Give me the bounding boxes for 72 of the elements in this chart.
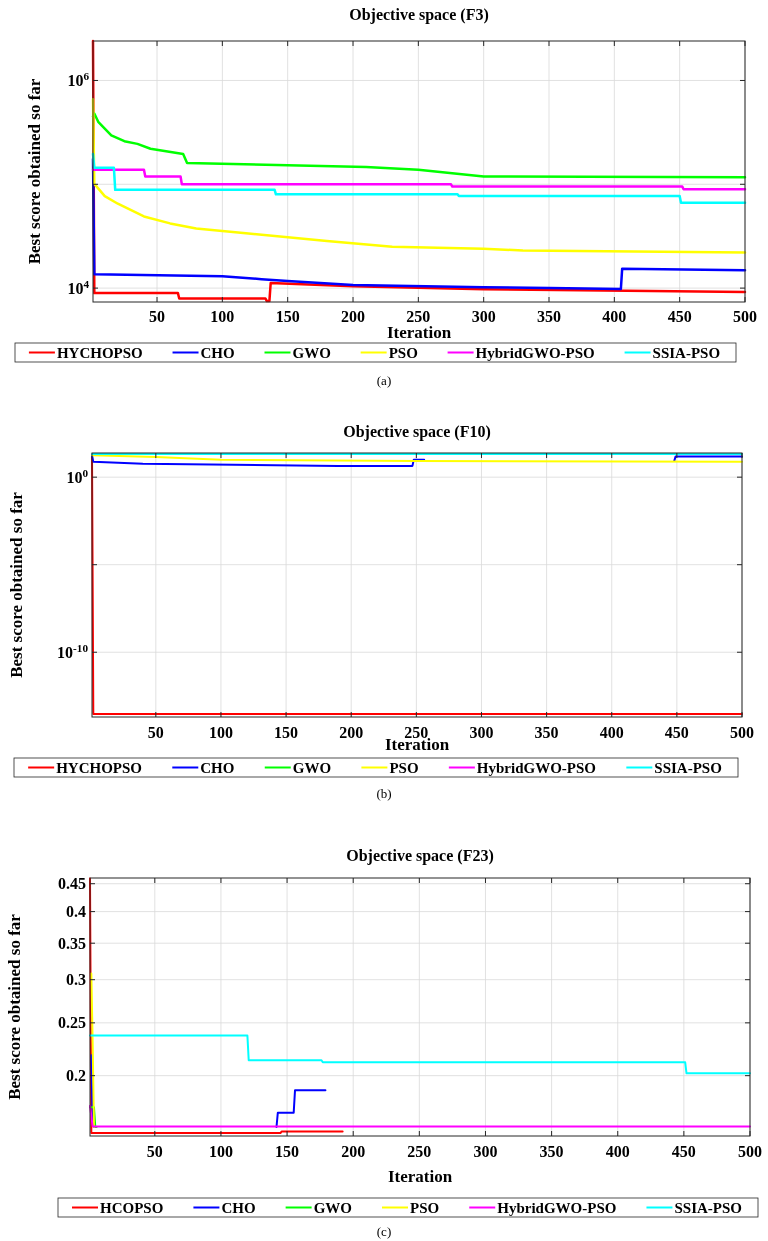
y-tick-label: 0.25 xyxy=(58,1014,86,1032)
legend-label: CHO xyxy=(200,344,235,361)
legend-label: HYCHOPSO xyxy=(56,344,143,361)
y-tick-label: 0.45 xyxy=(58,875,86,893)
x-tick-label: 200 xyxy=(341,1143,366,1160)
x-tick-label: 300 xyxy=(473,1143,498,1160)
x-axis-title: Iteration xyxy=(386,323,452,342)
text: (c) xyxy=(376,1224,392,1239)
x-tick-label: 200 xyxy=(339,724,364,741)
x-tick-label: 300 xyxy=(469,724,494,741)
line-series xyxy=(91,454,743,463)
x-tick-label: 400 xyxy=(605,1143,630,1160)
x-tick-label: 50 xyxy=(149,308,166,325)
y-axis-title: Best score obtained so far xyxy=(25,78,44,265)
x-tick-label: 450 xyxy=(664,724,689,741)
x-tick-label: 200 xyxy=(341,308,366,325)
chart-title: Objective space (F10) xyxy=(343,423,491,441)
legend-label: HYCHOPSO xyxy=(56,759,142,776)
x-tick-label: 100 xyxy=(208,1143,233,1160)
x-tick-label: 450 xyxy=(671,1143,696,1160)
x-tick-label: 150 xyxy=(274,724,299,741)
x-tick-label: 500 xyxy=(738,1143,762,1160)
y-tick-label: 10$^{0}$ xyxy=(66,466,89,486)
y-tick-label: 0.4 xyxy=(66,903,86,921)
legend-label: HybridGWO-PSO xyxy=(475,344,595,361)
y-tick-label: 10$^{-10}$ xyxy=(57,641,89,661)
x-tick-label: 50 xyxy=(147,724,164,741)
x-tick-label: 100 xyxy=(208,724,233,741)
y-tick-label: 0.3 xyxy=(66,971,86,989)
legend-label: HCOPSO xyxy=(100,1199,164,1216)
x-tick-label: 150 xyxy=(275,1143,300,1160)
legend-label: SSIA-PSO xyxy=(674,1199,742,1216)
x-tick-label: 50 xyxy=(146,1143,163,1160)
legend-label: PSO xyxy=(388,344,418,361)
x-tick-label: 250 xyxy=(406,308,431,325)
chart-title: Objective space (F3) xyxy=(349,6,489,24)
legend-label: CHO xyxy=(221,1199,256,1216)
legend-label: PSO xyxy=(389,759,419,776)
legend-label: GWO xyxy=(292,759,332,776)
legend-label: CHO xyxy=(200,759,235,776)
legend-label: SSIA-PSO xyxy=(652,344,721,361)
legend-label: SSIA-PSO xyxy=(654,759,722,776)
legend-label: HybridGWO-PSO xyxy=(497,1199,617,1216)
legend-label: GWO xyxy=(313,1199,352,1216)
x-tick-label: 250 xyxy=(407,1143,432,1160)
legend-label: HybridGWO-PSO xyxy=(476,759,597,776)
text: (b) xyxy=(376,786,392,801)
line-series xyxy=(89,1034,751,1075)
y-axis-title: Best score obtained so far xyxy=(7,491,26,678)
y-tick-label: 0.35 xyxy=(58,934,86,952)
legend-label: GWO xyxy=(292,344,331,361)
text: (a) xyxy=(376,373,392,388)
x-tick-label: 350 xyxy=(534,724,559,741)
legend-label: PSO xyxy=(410,1199,440,1216)
y-axis-title: Best score obtained so far xyxy=(5,913,24,1100)
y-tick-label: 0.2 xyxy=(66,1067,86,1085)
y-tick-label: 10$^{4}$ xyxy=(67,277,90,297)
x-tick-label: 400 xyxy=(599,724,624,741)
x-tick-label: 350 xyxy=(539,1143,564,1160)
x-tick-label: 100 xyxy=(210,308,235,325)
x-tick-label: 300 xyxy=(471,308,496,325)
x-axis-title: Iteration xyxy=(387,1167,453,1186)
x-tick-label: 350 xyxy=(537,308,562,325)
x-tick-label: 500 xyxy=(730,724,754,741)
chart-title: Objective space (F23) xyxy=(346,847,494,865)
x-tick-label: 450 xyxy=(667,308,692,325)
x-tick-label: 150 xyxy=(275,308,300,325)
x-tick-label: 400 xyxy=(602,308,627,325)
line-series xyxy=(91,112,747,179)
x-tick-label: 500 xyxy=(733,308,757,325)
line-series xyxy=(91,168,747,191)
y-tick-label: 10$^{6}$ xyxy=(67,70,90,90)
